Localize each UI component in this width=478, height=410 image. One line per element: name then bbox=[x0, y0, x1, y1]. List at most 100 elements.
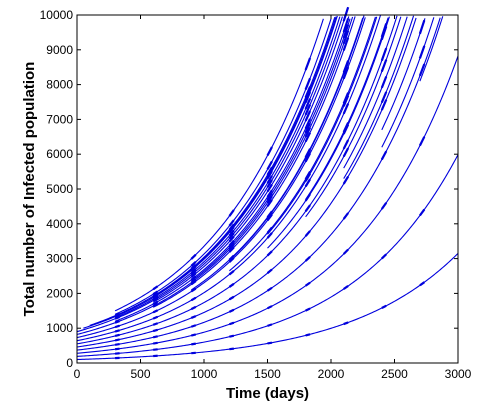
series-dash-mark bbox=[266, 168, 273, 178]
series-dash-mark bbox=[342, 212, 350, 220]
series-dash-mark bbox=[152, 295, 159, 301]
series-dash-mark bbox=[304, 122, 312, 134]
series-dash-mark bbox=[304, 57, 312, 71]
x-tick-label: 500 bbox=[130, 367, 150, 381]
series-dash-mark bbox=[304, 178, 311, 188]
series-dash-mark bbox=[266, 175, 273, 184]
y-tick-label: 0 bbox=[66, 356, 73, 370]
series-dash-mark bbox=[266, 189, 273, 198]
series-dash-mark bbox=[266, 226, 273, 234]
series-dash-mark bbox=[380, 91, 388, 103]
series-dash-mark bbox=[304, 193, 311, 202]
series-dash-mark bbox=[153, 341, 158, 345]
series-dash-mark bbox=[304, 255, 311, 262]
series-line bbox=[83, 15, 338, 329]
series-dash-mark bbox=[190, 253, 197, 260]
series-dash-mark bbox=[304, 104, 312, 116]
series-dash-mark bbox=[229, 347, 234, 351]
series-dash-mark bbox=[228, 242, 235, 249]
series-dash-mark bbox=[190, 278, 197, 284]
x-tick-label: 0 bbox=[74, 367, 81, 381]
series-dash-mark bbox=[191, 342, 196, 346]
series-dash-mark bbox=[343, 285, 349, 290]
series-dash-mark bbox=[190, 272, 197, 278]
series-dash-mark bbox=[266, 183, 273, 193]
series-dash-mark bbox=[305, 307, 311, 312]
series-line bbox=[343, 16, 408, 169]
series-dash-mark bbox=[343, 321, 349, 326]
series-dash-mark bbox=[114, 324, 120, 329]
series-dash-mark bbox=[304, 281, 311, 287]
series-dash-mark bbox=[228, 232, 235, 240]
series-dash-mark bbox=[342, 147, 350, 158]
series-dash-mark bbox=[190, 280, 197, 286]
series-dash-mark bbox=[191, 333, 197, 337]
series-dash-mark bbox=[267, 323, 273, 327]
series-dash-mark bbox=[380, 47, 388, 61]
series-dash-mark bbox=[267, 341, 273, 345]
series-dash-mark bbox=[266, 192, 273, 201]
series-curves bbox=[76, 6, 459, 361]
series-dash-mark bbox=[228, 282, 235, 288]
series-dash-mark bbox=[304, 77, 312, 90]
series-line bbox=[381, 17, 435, 148]
series-dash-mark bbox=[152, 302, 159, 308]
series-dash-mark bbox=[267, 305, 273, 310]
x-tick-label: 3000 bbox=[445, 367, 472, 381]
y-tick-label: 10000 bbox=[40, 8, 74, 22]
series-dash-mark bbox=[114, 312, 120, 317]
series-line bbox=[114, 16, 350, 322]
series-dash-mark bbox=[229, 321, 235, 326]
series-dash-mark bbox=[228, 235, 235, 243]
series-dash-mark bbox=[114, 329, 120, 333]
series-dash-mark bbox=[381, 304, 387, 310]
series-dash-mark bbox=[190, 270, 197, 276]
series-dash-mark bbox=[266, 179, 273, 188]
series-dash-mark bbox=[304, 204, 311, 212]
series-dash-mark bbox=[342, 122, 350, 133]
y-axis-label: Total number of Infected population bbox=[21, 62, 38, 317]
series-dash-mark bbox=[266, 160, 273, 170]
series-dash-mark bbox=[380, 99, 388, 111]
series-dash-mark bbox=[418, 19, 426, 35]
series-dash-mark bbox=[190, 268, 197, 274]
x-tick-label: 1500 bbox=[254, 367, 281, 381]
series-dash-mark bbox=[304, 110, 312, 122]
series-dash-mark bbox=[190, 261, 197, 267]
series-dash-mark bbox=[228, 295, 235, 301]
series-dash-mark bbox=[342, 139, 350, 150]
series-dash-mark bbox=[305, 333, 311, 337]
series-dash-mark bbox=[418, 45, 426, 59]
x-axis-label: Time (days) bbox=[226, 385, 309, 402]
series-dash-mark bbox=[266, 213, 273, 222]
series-dash-mark bbox=[114, 333, 120, 338]
series-line bbox=[381, 18, 426, 131]
series-dash-mark bbox=[342, 24, 350, 39]
series-dash-mark bbox=[266, 146, 273, 157]
series-line bbox=[152, 17, 346, 303]
series-dash-mark bbox=[342, 95, 350, 107]
series-dash-mark bbox=[114, 320, 120, 324]
series-dash-mark bbox=[304, 88, 312, 101]
axis-ticks: 0 500 1000 1500 2000 2500 3000 0 1000 2000 3000 400… bbox=[40, 8, 472, 381]
series-line bbox=[114, 16, 341, 319]
series-line bbox=[76, 14, 382, 342]
series-dash-mark bbox=[114, 315, 120, 320]
series-dash-mark bbox=[152, 315, 159, 320]
series-dash-mark bbox=[190, 315, 197, 319]
series-line bbox=[229, 16, 376, 272]
series-line bbox=[114, 18, 332, 315]
y-tick-label: 2000 bbox=[46, 286, 73, 300]
series-line bbox=[76, 17, 366, 339]
series-line bbox=[76, 16, 354, 335]
series-dash-mark bbox=[342, 66, 350, 80]
series-dash-mark bbox=[266, 199, 273, 207]
series-dash-mark bbox=[228, 244, 235, 251]
series-dash-mark bbox=[114, 347, 120, 351]
series-dash-mark bbox=[266, 195, 273, 204]
series-dash-mark bbox=[304, 152, 312, 163]
series-dash-mark bbox=[114, 342, 120, 346]
series-dash-mark bbox=[152, 285, 159, 291]
series-dash-mark bbox=[228, 229, 235, 237]
series-dash-mark bbox=[152, 300, 159, 306]
